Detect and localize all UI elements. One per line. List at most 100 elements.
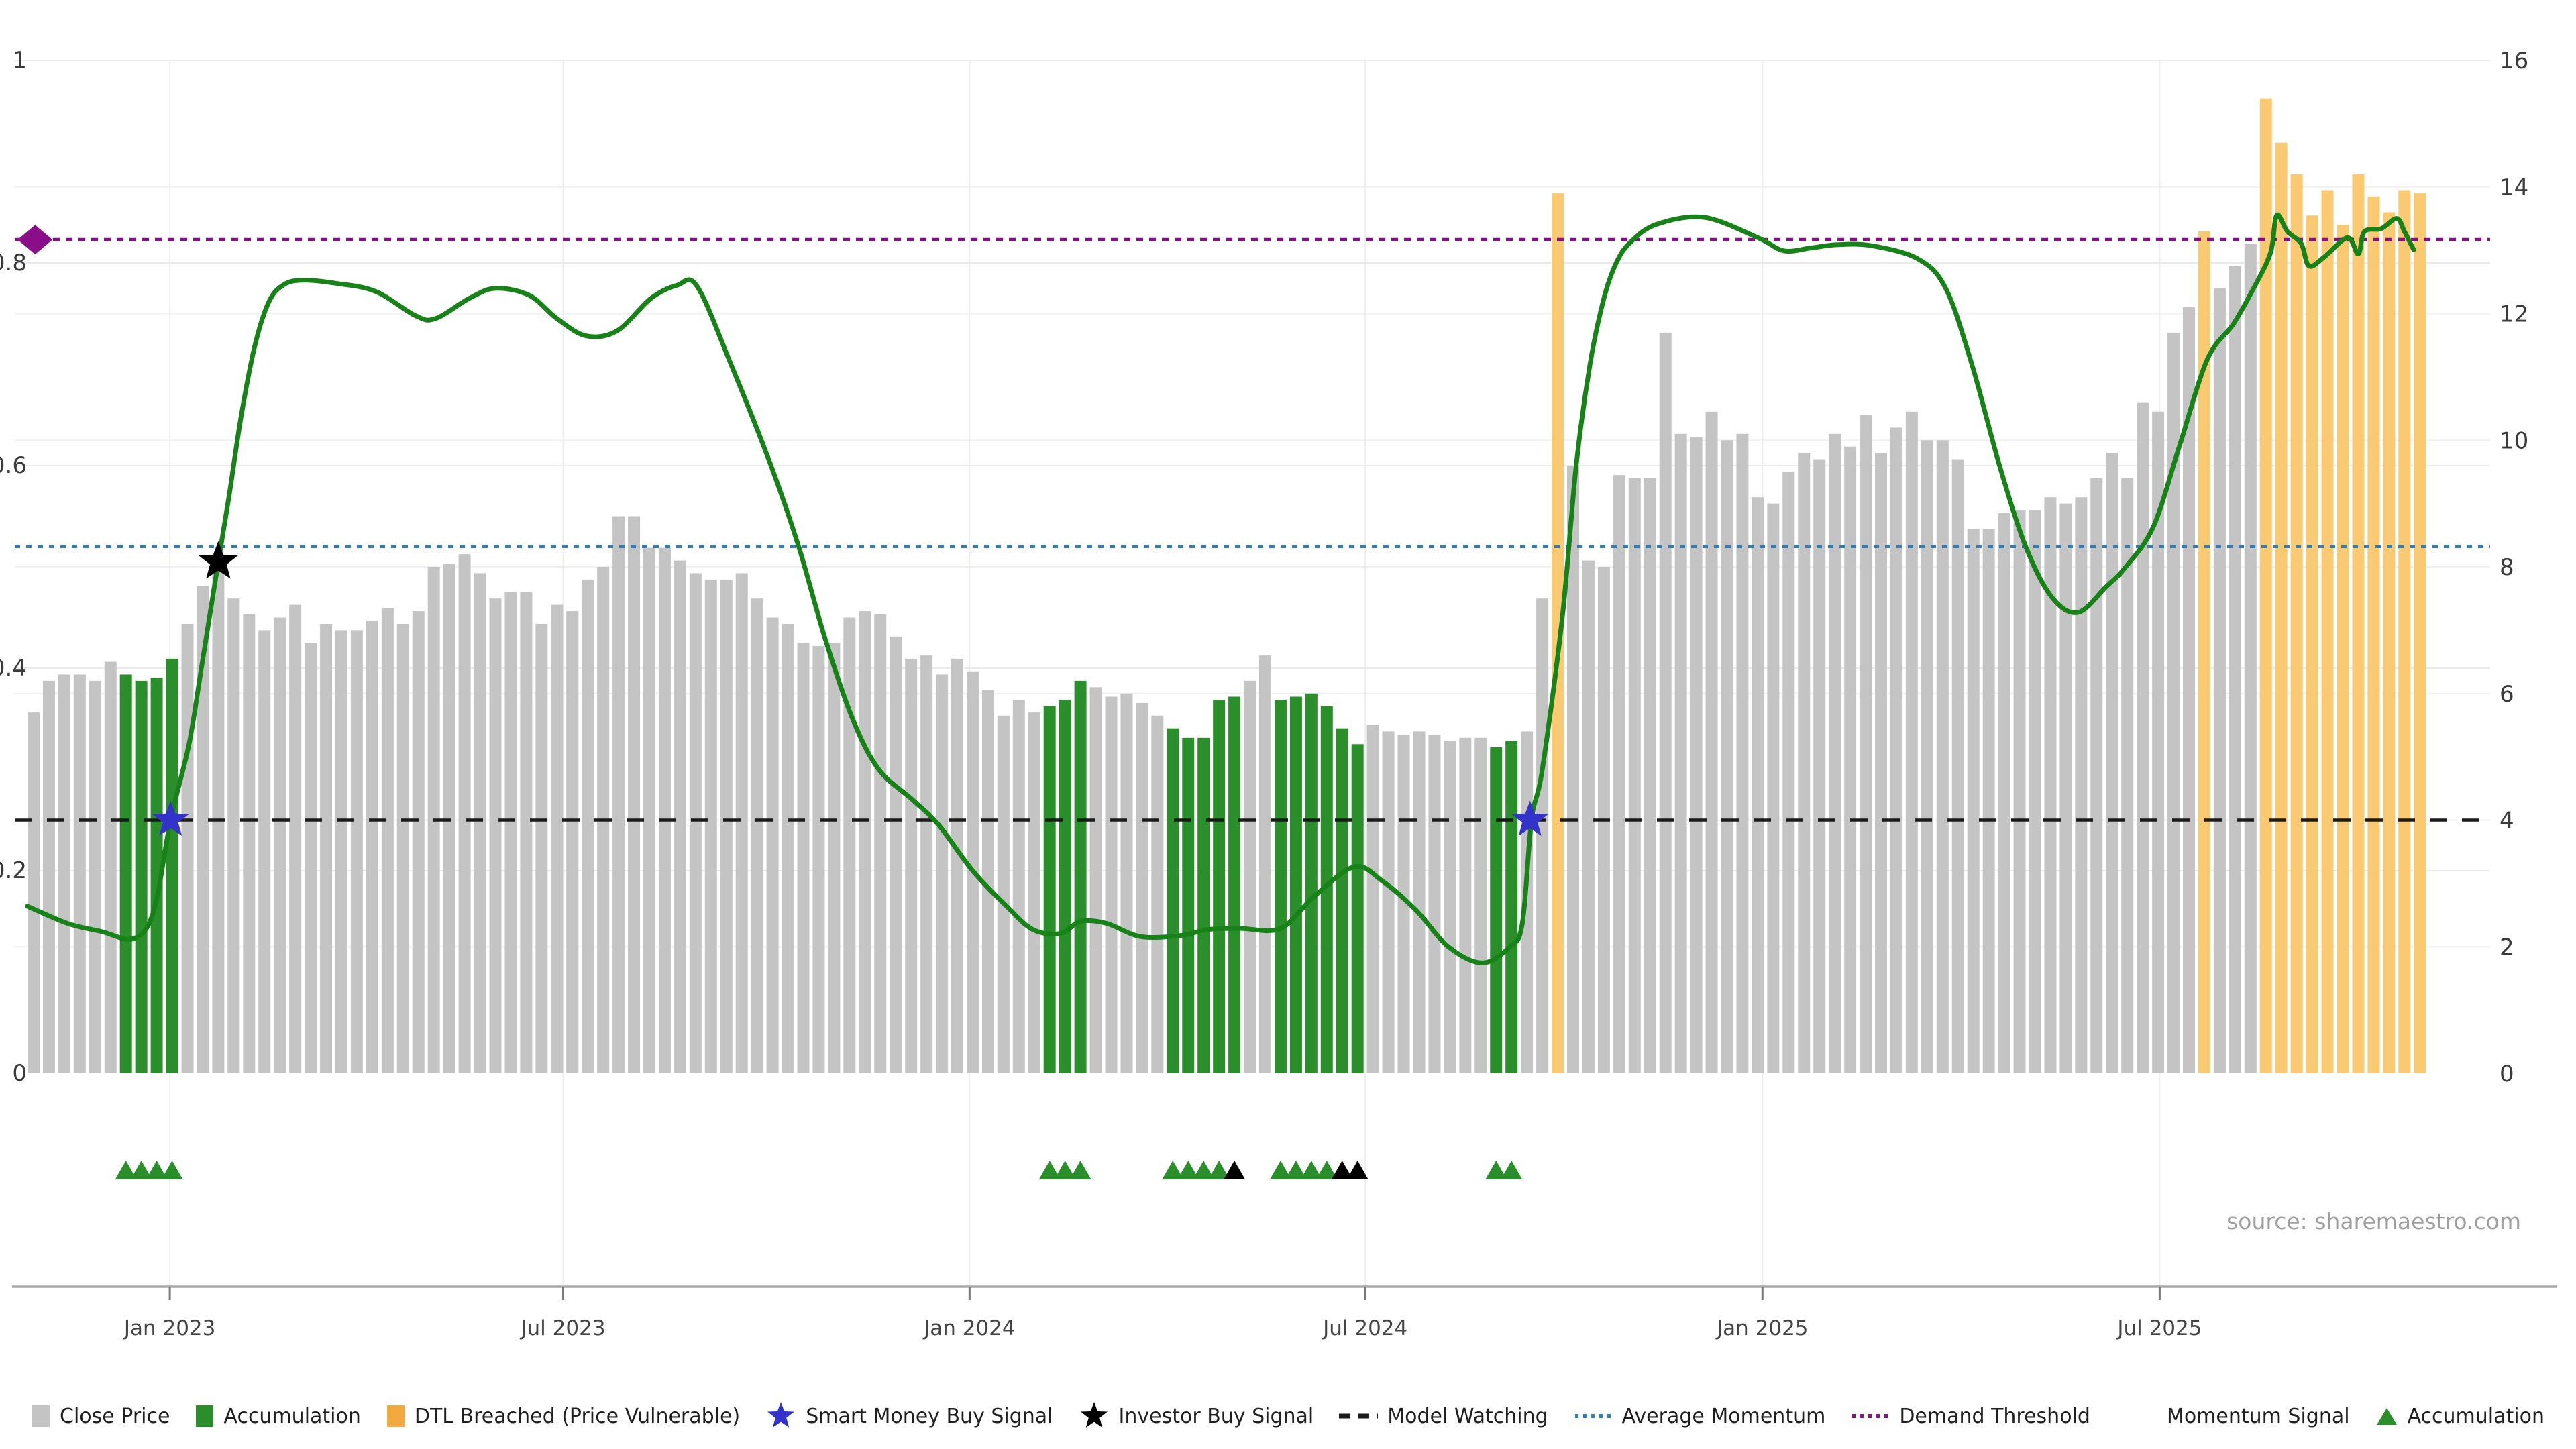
accumulation-bar — [1351, 744, 1364, 1073]
close-price-bar — [1028, 712, 1040, 1073]
close-price-bar — [997, 715, 1010, 1073]
close-price-bar — [2137, 402, 2149, 1073]
close-price-bar — [582, 579, 594, 1073]
close-price-bar — [551, 604, 564, 1073]
legend-item-smart-money-buy: Smart Money Buy Signal — [765, 1401, 1053, 1432]
close-price-bar — [1829, 433, 1841, 1073]
accumulation-triangle — [1269, 1161, 1291, 1179]
close-price-bar — [1905, 411, 1918, 1073]
accumulation-bar — [1305, 693, 1318, 1073]
close-price-bar — [2183, 307, 2195, 1073]
close-price-bar — [812, 645, 825, 1073]
accumulation-triangle — [1162, 1161, 1184, 1179]
close-price-bar — [305, 643, 317, 1073]
y-axis-left-tick-label: 0.6 — [0, 452, 27, 479]
momentum-signal-line — [25, 212, 2416, 965]
close-price-bar — [2106, 453, 2118, 1073]
accumulation-triangle — [1208, 1161, 1230, 1179]
y-axis-left-tick-label: 0.8 — [0, 250, 27, 276]
accumulation-bar — [166, 658, 178, 1073]
accumulation-bar — [135, 680, 148, 1073]
smart-money-buy-signal-star — [152, 800, 189, 836]
close-price-bar — [689, 573, 702, 1073]
legend-item-accumulation: Accumulation — [195, 1405, 361, 1428]
close-price-bar — [890, 636, 902, 1073]
close-price-bar — [335, 630, 347, 1073]
close-price-bar — [1089, 687, 1102, 1073]
close-price-bar — [274, 617, 286, 1073]
investor-triangle — [1331, 1161, 1353, 1179]
close-price-bar — [181, 623, 194, 1073]
close-price-bar — [520, 592, 533, 1073]
close-price-bar — [782, 623, 794, 1073]
close-price-bar — [1105, 696, 1118, 1073]
close-price-bar — [658, 547, 671, 1073]
accumulation-bar — [1213, 700, 1226, 1073]
accumulation-triangle — [1501, 1161, 1523, 1179]
close-price-bar — [443, 564, 455, 1073]
accumulation-triangle — [1316, 1161, 1338, 1179]
close-price-bar — [412, 611, 425, 1073]
accumulation-triangle — [146, 1161, 168, 1179]
legend-item-investor-buy: Investor Buy Signal — [1079, 1401, 1314, 1432]
accumulation-bar — [1320, 706, 1333, 1073]
dtl-breached-bar — [2321, 190, 2334, 1073]
legend-close-price-icon — [32, 1405, 50, 1428]
accumulation-bar — [1197, 737, 1210, 1073]
close-price-bar — [2090, 478, 2103, 1073]
close-price-bar — [1936, 440, 1949, 1073]
accumulation-bar — [1182, 737, 1195, 1073]
y-axis-right-tick-label: 2 — [2500, 934, 2514, 961]
y-axis-left-tick-label: 0.4 — [0, 655, 27, 682]
legend-accumulation-tri-label: Accumulation — [2407, 1404, 2544, 1428]
close-price-bar — [489, 598, 502, 1073]
accumulation-triangle — [1054, 1161, 1076, 1179]
y-axis-left-tick-label: 0 — [12, 1060, 27, 1087]
close-price-bar — [1644, 478, 1656, 1073]
dtl-breached-bar — [2414, 193, 2426, 1073]
y-axis-right-tick-label: 8 — [2500, 554, 2514, 581]
close-price-bar — [1459, 737, 1472, 1073]
dtl-breached-bar — [2259, 98, 2272, 1073]
accumulation-triangle — [1193, 1161, 1215, 1179]
close-price-bar — [1259, 655, 1271, 1073]
x-axis-tick-label: Jul 2023 — [519, 1316, 605, 1340]
close-price-bar — [2075, 497, 2088, 1073]
legend-dtl-breached-label: DTL Breached (Price Vulnerable) — [414, 1404, 741, 1428]
close-price-bar — [1982, 529, 1995, 1073]
legend-accumulation-tri-icon — [2375, 1406, 2398, 1426]
y-axis-right-tick-label: 0 — [2500, 1061, 2514, 1087]
x-axis-tick-label: Jul 2024 — [1322, 1316, 1407, 1340]
close-price-bar — [535, 623, 548, 1073]
close-price-bar — [1752, 497, 1764, 1073]
accumulation-bar — [1043, 706, 1056, 1073]
close-price-bar — [258, 630, 271, 1073]
close-price-bar — [1690, 437, 1703, 1073]
investor-triangle — [1346, 1161, 1368, 1179]
close-price-bar — [1567, 466, 1579, 1073]
y-axis-right-tick-label: 6 — [2500, 681, 2514, 708]
y-axis-right-tick-label: 14 — [2500, 174, 2528, 201]
close-price-bar — [643, 547, 655, 1073]
accumulation-bar — [1289, 696, 1302, 1073]
close-price-bar — [828, 643, 841, 1073]
legend-investor-buy-icon — [1079, 1401, 1110, 1432]
close-price-bar — [981, 690, 994, 1073]
close-price-bar — [720, 579, 733, 1073]
close-price-bar — [504, 592, 517, 1073]
close-price-bar — [227, 598, 240, 1073]
close-price-bar — [1613, 475, 1625, 1073]
close-price-bar — [2244, 244, 2257, 1073]
dtl-breached-bar — [2306, 215, 2318, 1073]
source-note: source: sharemaestro.com — [2226, 1208, 2521, 1234]
close-price-bar — [243, 614, 256, 1073]
dtl-breached-bar — [2398, 190, 2411, 1073]
close-price-bar — [1705, 411, 1718, 1073]
legend-item-momentum-signal: Momentum Signal — [2115, 1405, 2350, 1428]
close-price-bar — [735, 573, 748, 1073]
legend-investor-buy-label: Investor Buy Signal — [1118, 1404, 1314, 1428]
close-price-bar — [396, 623, 409, 1073]
close-price-bar — [1767, 503, 1780, 1073]
close-price-bar — [289, 604, 302, 1073]
close-price-bar — [1413, 731, 1426, 1073]
